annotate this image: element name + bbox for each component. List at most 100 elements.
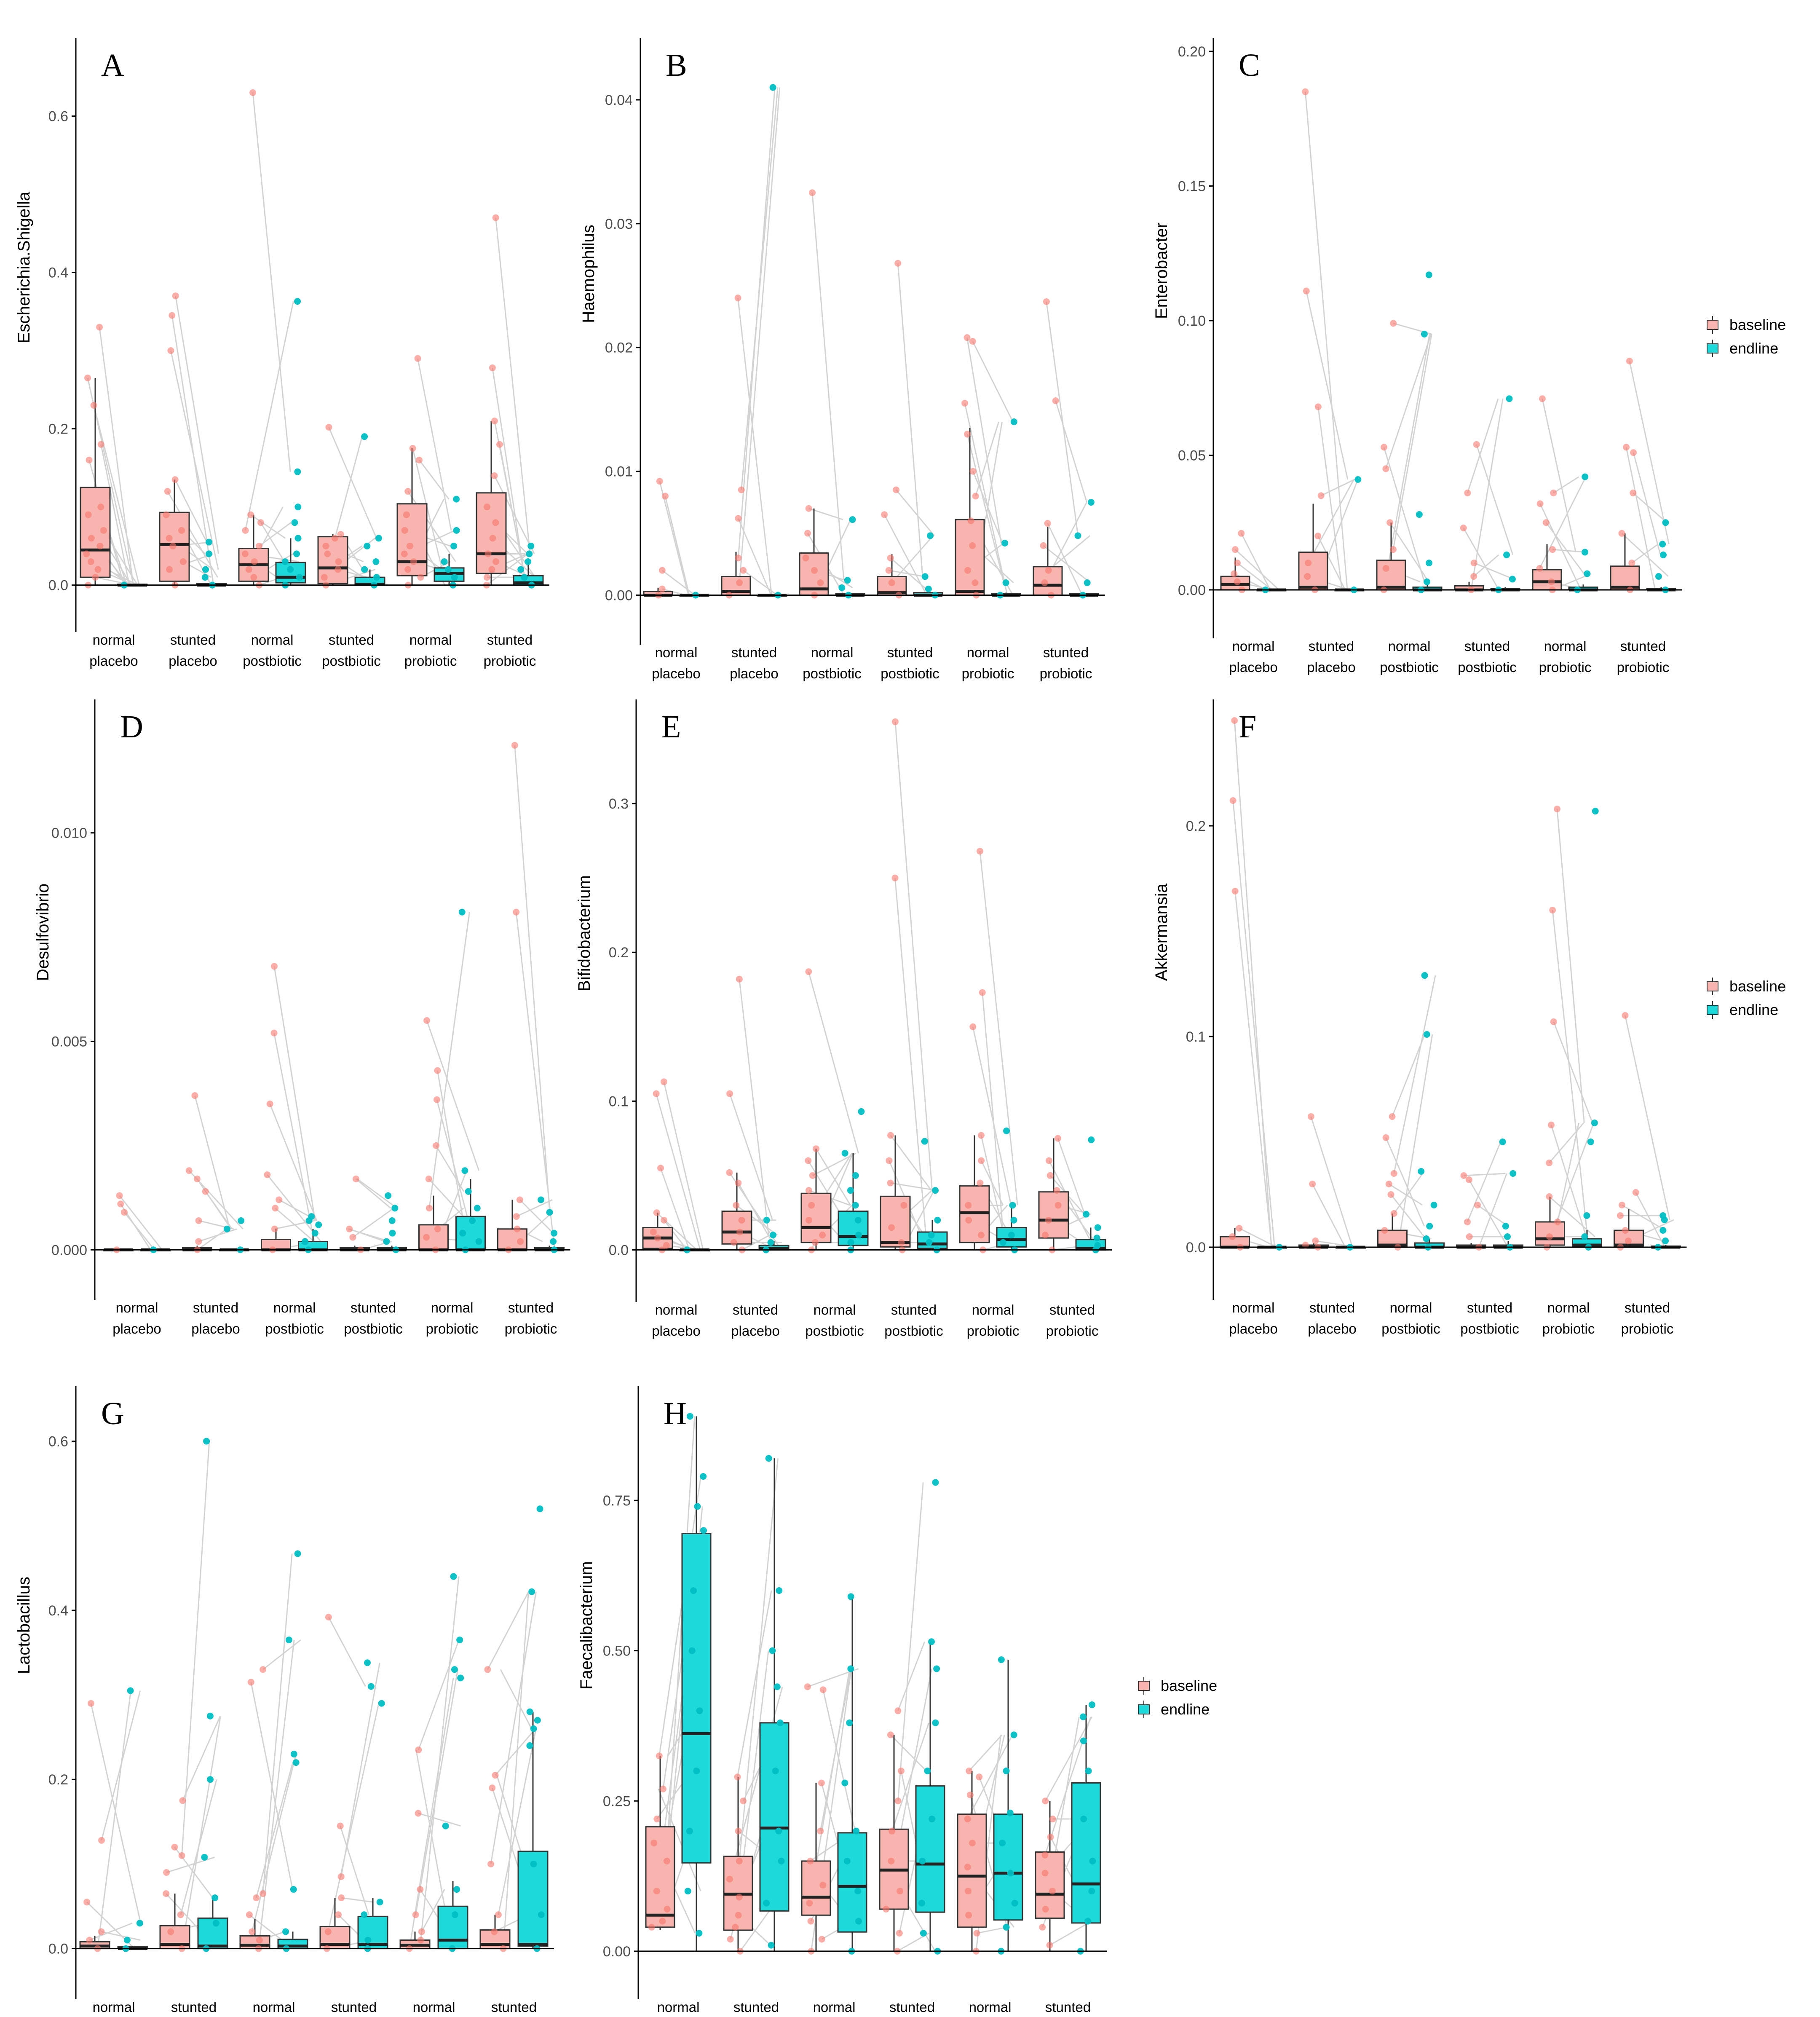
endline-2-point — [772, 1767, 779, 1774]
endline-2-point — [763, 1216, 770, 1224]
endline-5-point — [998, 1656, 1005, 1663]
baseline-6-point — [514, 1225, 521, 1232]
endline-1-point — [688, 1647, 696, 1654]
x-label-line2: postbiotic — [265, 1321, 324, 1337]
pair-line — [1467, 398, 1499, 493]
baseline-5-point — [432, 1142, 439, 1149]
baseline-1-point — [653, 1209, 660, 1216]
pair-line — [890, 1734, 927, 1771]
endline-3-point — [858, 1108, 865, 1115]
baseline-5-point — [977, 1132, 985, 1139]
endline-6-point — [527, 542, 535, 549]
pair-lines — [1232, 720, 1674, 1248]
legend-label-endline: endline — [1729, 1001, 1779, 1018]
baseline-6-point — [1626, 357, 1633, 364]
endline-5-point — [465, 1188, 472, 1195]
x-label-line1: normal — [813, 1999, 856, 2015]
endline-1-point — [686, 1827, 693, 1835]
baseline-3-point — [808, 189, 816, 196]
pair-line — [341, 1897, 373, 1903]
baseline-4-point — [1474, 1202, 1481, 1208]
baseline-6-point — [1045, 567, 1052, 574]
endline-4-point — [1502, 1223, 1509, 1229]
pair-line — [515, 912, 556, 1250]
baseline-1-point — [98, 1928, 105, 1935]
points — [83, 89, 535, 589]
baseline-4-point — [891, 718, 899, 725]
endline-3-point — [1421, 330, 1428, 338]
pair-line — [1463, 528, 1499, 590]
baseline-3-point — [272, 1205, 279, 1212]
baseline-6-point — [487, 1860, 495, 1867]
baseline-5-point — [425, 1176, 432, 1183]
pair-line — [966, 434, 1005, 583]
panel-letter: D — [120, 709, 143, 745]
baseline-6-point — [1042, 1797, 1049, 1805]
endline-4-point — [372, 558, 380, 565]
pair-line — [897, 263, 923, 577]
baseline-5-point — [418, 1928, 425, 1935]
baseline-5-point — [977, 1179, 984, 1187]
pair-line — [964, 403, 1008, 595]
y-tick-label: 0.03 — [605, 216, 633, 232]
y-tick-label: 0.15 — [1178, 178, 1206, 194]
baseline-6-point — [491, 418, 498, 425]
baseline-5-point — [1548, 1122, 1555, 1128]
pair-line — [1304, 91, 1348, 590]
baseline-6-point — [1632, 1189, 1639, 1196]
baseline-5-point — [416, 456, 423, 463]
baseline-3-point — [253, 1894, 260, 1902]
endline-5-point — [1011, 1899, 1018, 1907]
endline-3-point — [847, 1187, 854, 1194]
endline-2-point — [775, 1827, 782, 1835]
baseline-4-point — [887, 1179, 894, 1187]
baseline-2-point — [1307, 1113, 1314, 1120]
baseline-1-point — [653, 1816, 661, 1823]
endline-3-point — [294, 1550, 301, 1557]
baseline-5-point — [406, 542, 413, 549]
y-tick-label: 0.010 — [51, 825, 87, 841]
baseline-4-point — [900, 1202, 907, 1209]
baseline-5-point — [415, 1746, 422, 1753]
chart-a: normal placebo stunted placebo normal postbio… — [15, 38, 549, 669]
baseline-1-point — [83, 1899, 91, 1906]
pair-line — [119, 1195, 163, 1251]
endline-5-point — [475, 1238, 482, 1245]
baseline-2-point — [179, 558, 187, 565]
pair-line — [516, 1199, 553, 1217]
baseline-1-point — [1234, 578, 1241, 585]
baseline-1-point — [663, 1242, 670, 1249]
endline-5-point — [459, 1229, 466, 1237]
chart-f: normal placebo stunted placebo normal postbio… — [1152, 699, 1687, 1337]
baseline-4-point — [885, 567, 892, 574]
pair-line — [500, 1669, 533, 1729]
y-tick-label: 0.50 — [603, 1643, 631, 1659]
baseline-6-point — [489, 1784, 496, 1792]
x-label-line1: normal — [1232, 1300, 1275, 1315]
pair-line — [739, 87, 781, 583]
endline-3-point — [290, 1751, 297, 1757]
baseline-3-box — [1376, 560, 1406, 591]
baseline-6-point — [483, 574, 490, 581]
pair-line — [348, 1228, 390, 1242]
endline-6-point — [538, 1196, 545, 1203]
pair-line — [894, 721, 933, 1191]
x-label-line1: normal — [116, 1300, 158, 1315]
baseline-1-point — [653, 1090, 660, 1097]
endline-2-point — [776, 1587, 783, 1594]
x-label-line1: normal — [410, 632, 452, 648]
baseline-1-point — [100, 527, 107, 534]
endline-4-point — [929, 1816, 936, 1823]
endline-6-point — [526, 1742, 533, 1749]
pair-line — [1049, 1921, 1092, 1946]
pair-line — [490, 1591, 537, 1864]
baseline-3-point — [246, 1911, 253, 1918]
endline-6-point — [1088, 1888, 1095, 1895]
pair-line — [269, 1104, 318, 1221]
pair-line — [897, 1641, 926, 1711]
endline-6-point — [530, 1860, 537, 1867]
baseline-2-point — [734, 295, 741, 302]
baseline-3-point — [271, 963, 278, 970]
baseline-5-point — [1549, 546, 1556, 553]
baseline-2-point — [166, 535, 173, 542]
